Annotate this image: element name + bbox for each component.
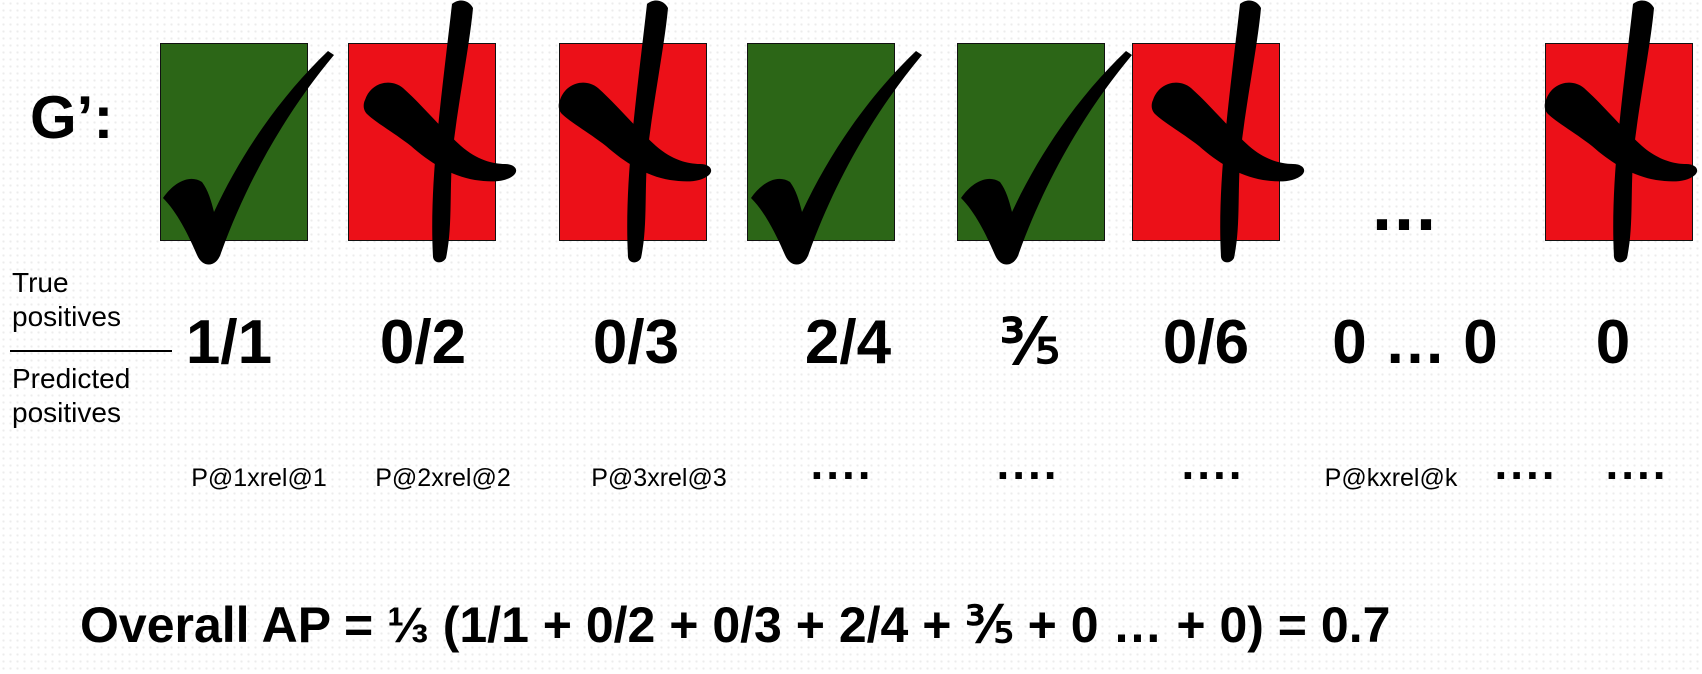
cell-2-incorrect [348,43,496,241]
precision-term-6: .... [1181,437,1245,489]
fraction-8: 0 [1595,308,1631,377]
precision-term-7: P@kxrel@k [1324,464,1458,492]
denominator-line-1: Predicted [12,363,131,394]
precision-term-1: P@1xrel@1 [191,464,327,492]
cell-4-correct [747,43,895,241]
fraction-3: 0/3 [592,308,680,377]
cell-7-incorrect [1545,43,1693,241]
overall-ap-formula: Overall AP = ⅓ (1/1 + 0/2 + 0/3 + 2/4 + … [80,597,1391,653]
numerator-line-1: True [12,267,69,298]
precision-term-4: .... [810,437,874,489]
fraction-6: 0/6 [1162,308,1250,377]
row-label-g-prime: G’: [30,84,114,151]
precision-term-3: P@3xrel@3 [591,464,727,492]
numerator-line-2: positives [12,301,121,333]
fraction-4: 2/4 [804,308,892,377]
fraction-5: ⅗ [999,308,1061,377]
precision-term-9: .... [1605,437,1669,489]
denominator-line-2: positives [12,397,121,429]
precision-term-2: P@2xrel@2 [375,464,511,492]
cell-3-incorrect [559,43,707,241]
fraction-2: 0/2 [379,308,467,377]
cell-5-correct [957,43,1105,241]
cell-6-incorrect [1132,43,1280,241]
ratio-numerator-label: True positives [12,266,121,334]
precision-term-5: .... [996,437,1060,489]
precision-term-8: .... [1494,437,1558,489]
cells-ellipsis: ... [1372,166,1439,246]
cell-1-correct [160,43,308,241]
ratio-denominator-label: Predicted positives [12,362,130,430]
fraction-7: 0 … 0 [1332,308,1498,377]
fraction-line [10,350,172,352]
fraction-1: 1/1 [185,308,273,377]
